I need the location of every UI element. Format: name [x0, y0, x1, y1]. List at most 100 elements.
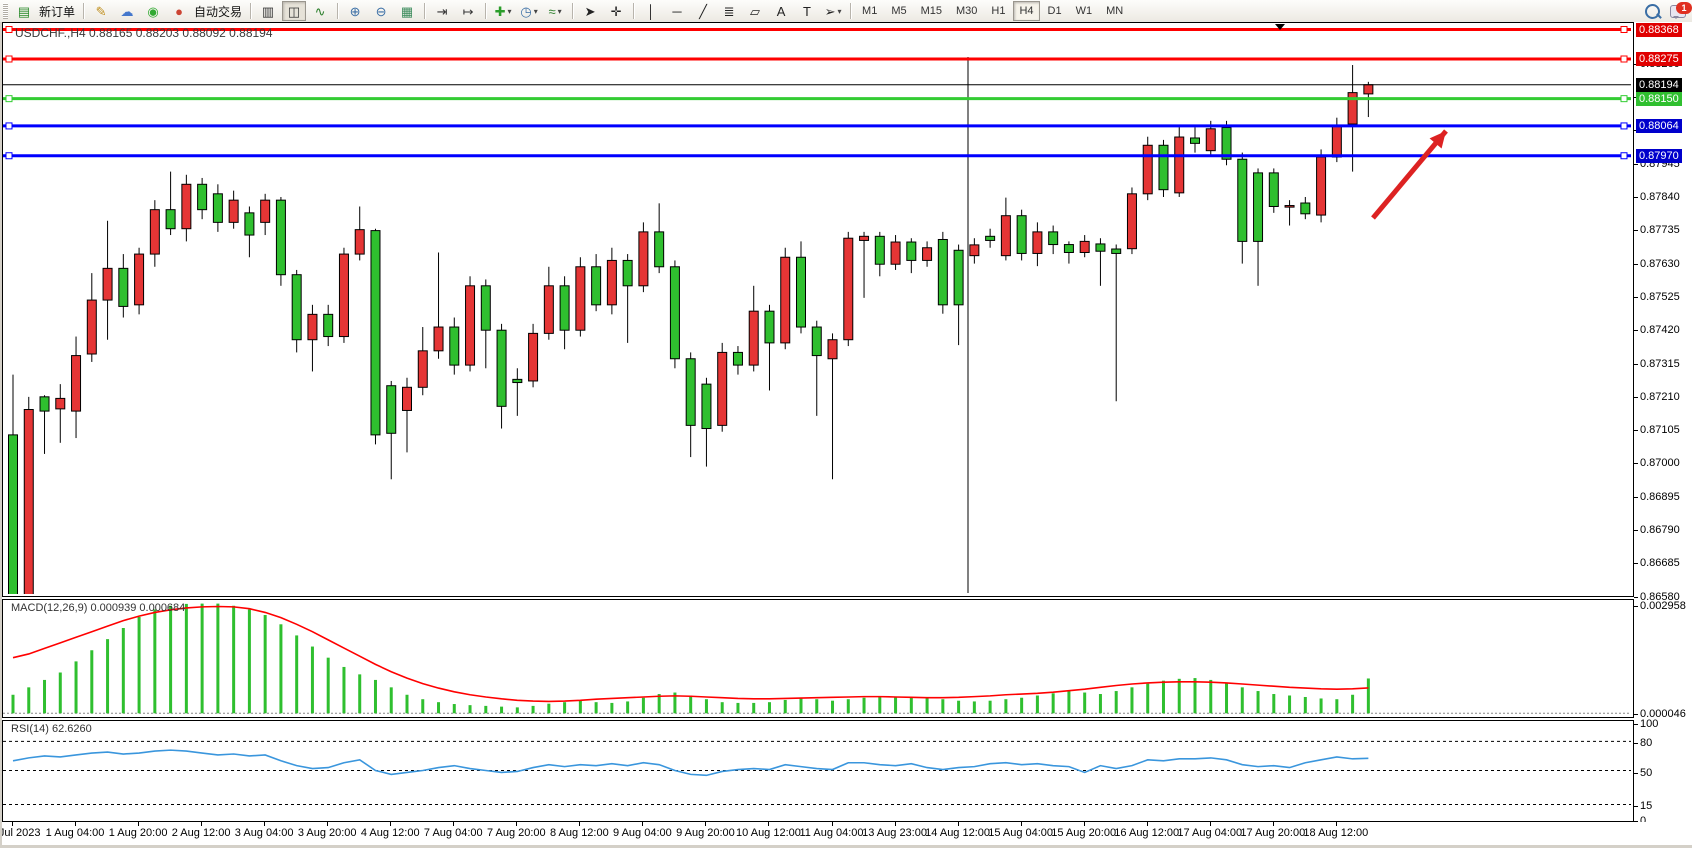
- line-handle: [5, 95, 13, 103]
- macd-histogram-bar: [1256, 691, 1260, 714]
- macd-histogram-bar: [1366, 678, 1370, 714]
- price-axis[interactable]: 0.882600.881550.880500.879450.878400.877…: [1634, 22, 1692, 827]
- text-label-icon: T: [803, 3, 811, 19]
- text-label-button[interactable]: T: [795, 1, 819, 21]
- time-tick: [327, 822, 329, 826]
- price-scale-label: 0.86685: [1640, 557, 1680, 570]
- time-scale-label: 10 Aug 12:00: [736, 827, 801, 839]
- candle-body: [1190, 137, 1200, 144]
- vertical-line-button[interactable]: │: [639, 1, 663, 21]
- chart-style-button[interactable]: ✎: [89, 1, 113, 21]
- timeframe-d1-button[interactable]: D1: [1047, 5, 1062, 17]
- macd-chart: [3, 603, 1631, 714]
- macd-histogram-bar: [657, 694, 661, 714]
- profiles-button[interactable]: ◷ ▾: [517, 1, 541, 21]
- chat-icon[interactable]: 1: [1670, 1, 1692, 19]
- macd-histogram-bar: [831, 700, 835, 714]
- line-handle: [5, 26, 13, 34]
- vertical-line-icon: │: [646, 3, 656, 19]
- search-icon[interactable]: [1645, 3, 1660, 19]
- axis-tick: [1634, 605, 1638, 607]
- cursor-button[interactable]: ➤: [578, 1, 602, 21]
- candle-body: [843, 237, 854, 341]
- toolbar-grip[interactable]: [3, 3, 8, 19]
- time-tick: [516, 822, 518, 826]
- chevron-down-icon[interactable]: ▾: [533, 6, 538, 16]
- sound-button[interactable]: ◉: [141, 1, 165, 21]
- indicators-button[interactable]: ≈ ▾: [543, 1, 567, 21]
- chart-shift-button[interactable]: ↦: [456, 1, 480, 21]
- price-scale-label: 0.87420: [1640, 324, 1680, 337]
- timeframe-m1-button[interactable]: M1: [862, 5, 878, 17]
- fibonacci-retracement-button[interactable]: ≣: [717, 1, 741, 21]
- candle-body: [859, 235, 870, 241]
- timeframe-h1-button[interactable]: H1: [991, 5, 1006, 17]
- time-scale-label: 14 Aug 12:00: [925, 827, 991, 839]
- candle-body: [922, 247, 933, 261]
- text-button[interactable]: A: [769, 1, 793, 21]
- crosshair-button[interactable]: ✛: [604, 1, 628, 21]
- macd-indicator-panel[interactable]: MACD(12,26,9) 0.000939 0.000684: [2, 599, 1634, 718]
- tile-windows-button[interactable]: ▦: [395, 1, 419, 21]
- time-scale-label: 17 Aug 04:00: [1177, 827, 1243, 839]
- axis-tick: [1634, 821, 1638, 822]
- trendline-button[interactable]: ╱: [691, 1, 715, 21]
- candle-body: [906, 241, 917, 261]
- candlestick-chart: [3, 24, 1631, 594]
- profile-icon: ☁: [120, 3, 134, 19]
- candle-body: [197, 183, 208, 211]
- bar-chart-button[interactable]: ▥: [256, 1, 280, 21]
- rsi-indicator-panel[interactable]: RSI(14) 62.6260: [2, 720, 1634, 822]
- horizontal-line-button[interactable]: ─: [665, 1, 689, 21]
- candle-body: [118, 267, 129, 307]
- macd-histogram-bar: [1177, 678, 1181, 714]
- timeframe-m30-button[interactable]: M30: [956, 5, 978, 17]
- cursor-icon: ➤: [584, 3, 596, 19]
- candle-body: [1174, 136, 1185, 194]
- macd-histogram-bar: [1209, 679, 1213, 714]
- autotrading-button[interactable]: ●: [167, 1, 191, 21]
- timeframe-w1-button[interactable]: W1: [1075, 5, 1093, 17]
- time-axis[interactable]: 31 Jul 2023 1 Aug 04:001 Aug 20:002 Aug 1…: [0, 822, 1692, 845]
- macd-histogram-bar: [846, 699, 850, 714]
- axis-tick: [1634, 596, 1638, 598]
- macd-histogram-bar: [121, 628, 125, 714]
- arrow-objects-button[interactable]: ➢ ▾: [821, 1, 845, 21]
- zoom-out-button[interactable]: ⊖: [369, 1, 393, 21]
- time-tick: [894, 822, 896, 826]
- price-scale-label: 0.87630: [1640, 257, 1680, 270]
- new-order-button[interactable]: ▤: [12, 1, 36, 21]
- timeframe-m5-button[interactable]: M5: [891, 5, 907, 17]
- candlestick-button[interactable]: ◫: [282, 1, 307, 21]
- profile-button[interactable]: ☁: [115, 1, 139, 21]
- auto-scroll-button[interactable]: ⇥: [430, 1, 454, 21]
- macd-histogram-bar: [799, 698, 803, 714]
- chevron-down-icon[interactable]: ▾: [837, 6, 842, 16]
- time-scale-label: 13 Aug 23:00: [862, 827, 927, 839]
- price-badge: 0.88275: [1636, 52, 1682, 66]
- macd-histogram-bar: [925, 698, 929, 714]
- zoom-in-button[interactable]: ⊕: [343, 1, 367, 21]
- macd-histogram-bar: [815, 699, 819, 714]
- macd-histogram-bar: [1114, 691, 1118, 714]
- chevron-down-icon[interactable]: ▾: [507, 6, 512, 16]
- toolbar-separator: [633, 3, 635, 19]
- new_order-label[interactable]: 新订单: [39, 4, 76, 19]
- text-icon: A: [776, 3, 786, 19]
- timeframe-m15-button[interactable]: M15: [920, 5, 942, 17]
- timeframe-h4-button[interactable]: H4: [1013, 1, 1040, 21]
- candle-body: [528, 332, 539, 382]
- toolbar-separator: [850, 3, 852, 19]
- macd-histogram-bar: [594, 702, 598, 714]
- timeframe-mn-button[interactable]: MN: [1106, 5, 1124, 17]
- candle-body: [8, 434, 18, 594]
- chart-shift-marker: [1275, 24, 1285, 30]
- toolbar-separator: [424, 3, 426, 19]
- autotrading-label[interactable]: 自动交易: [194, 4, 243, 19]
- chevron-down-icon[interactable]: ▾: [557, 6, 562, 16]
- line-chart-button[interactable]: ∿: [308, 1, 332, 21]
- fibonacci-channel-icon: ▱: [750, 3, 761, 19]
- price-chart-panel[interactable]: USDCHF.,H4 0.88165 0.88203 0.88092 0.881…: [2, 22, 1634, 597]
- fibonacci-channel-button[interactable]: ▱: [743, 1, 767, 21]
- new-chart-button[interactable]: ✚ ▾: [491, 1, 515, 21]
